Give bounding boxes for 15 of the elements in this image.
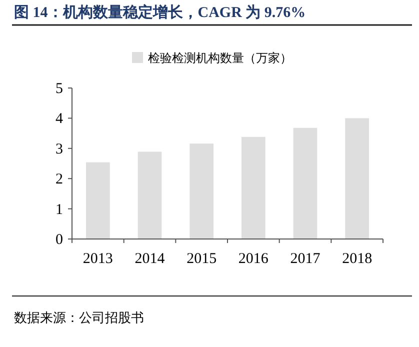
y-tick-label: 2 [56, 172, 63, 188]
x-tick-label: 2015 [186, 251, 217, 267]
x-tick-label: 2018 [342, 251, 372, 267]
x-tick-label: 2017 [290, 251, 321, 267]
x-tick-label: 2014 [134, 251, 166, 267]
y-tick-label: 5 [56, 81, 63, 97]
y-tick-label: 4 [56, 111, 64, 128]
chart-title: 图 14：机构数量稳定增长，CAGR 为 9.76% [14, 3, 306, 21]
x-tick-label: 2013 [82, 251, 113, 267]
y-tick-label: 1 [56, 202, 63, 218]
x-tick-label: 2016 [238, 251, 269, 267]
y-tick-label: 3 [56, 141, 63, 158]
y-tick-label: 0 [56, 232, 63, 248]
legend-label: 检验检测机构数量（万家） [148, 51, 292, 65]
source-note: 数据来源：公司招股书 [14, 310, 144, 325]
